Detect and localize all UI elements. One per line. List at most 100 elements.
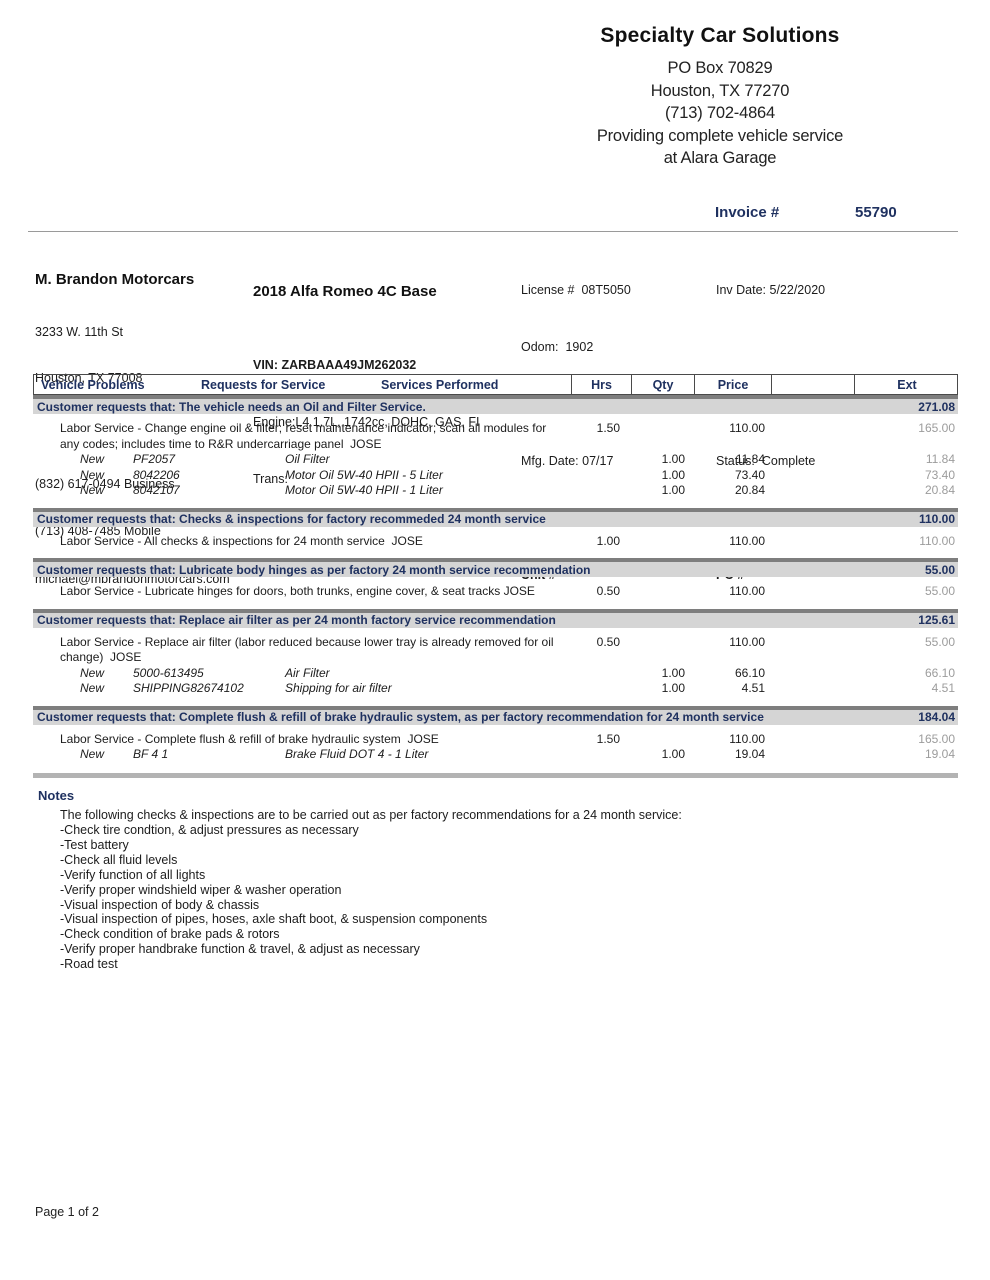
note-item: -Check condition of brake pads & rotors <box>60 927 280 942</box>
part-condition: New <box>80 467 105 482</box>
mfg-date: Mfg. Date: 07/17 <box>521 454 614 468</box>
note-item: -Test battery <box>60 837 129 852</box>
part-name: Air Filter <box>285 665 330 680</box>
part-description: New SHIPPING82674102 Shipping for air filt… <box>33 681 570 697</box>
section-header-row: Customer requests that: Lubricate body h… <box>33 558 958 577</box>
services-table: Vehicle Problems Requests for Service Se… <box>33 374 958 778</box>
inv-date: Inv Date: 5/22/2020 <box>716 283 826 297</box>
section-total: 55.00 <box>924 562 955 577</box>
license-number: License # 08T5050 <box>521 283 631 297</box>
price-value: 20.84 <box>734 483 765 497</box>
part-number: 5000-613495 <box>133 665 204 680</box>
table-header-row: Vehicle Problems Requests for Service Se… <box>33 374 958 395</box>
company-tagline: Providing complete vehicle service <box>596 126 844 145</box>
labor-row: Labor Service - Change engine oil & filt… <box>33 421 958 452</box>
vehicle-engine: Engine:L4 1.7L, 1742cc, DOHC, GAS, FI <box>253 415 480 429</box>
part-condition: New <box>80 665 105 680</box>
price-value: 19.04 <box>734 747 765 761</box>
vehicle-trans: Trans: <box>253 472 288 486</box>
part-number: BF 4 1 <box>133 747 169 761</box>
qty-value: 1.00 <box>661 665 685 680</box>
header-divider <box>28 231 958 232</box>
part-row: New 8042206 Motor Oil 5W-40 HPII - 5 Liter… <box>33 468 958 484</box>
price-value: 110.00 <box>729 421 765 435</box>
customer-name: M. Brandon Motorcars <box>35 271 195 288</box>
qty-value: 1.00 <box>661 467 685 482</box>
part-condition: New <box>80 483 105 497</box>
part-condition: New <box>80 681 105 695</box>
part-description: New 8042107 Motor Oil 5W-40 HPII - 1 Liter <box>33 483 570 499</box>
table-header-vehicle-problems: Vehicle Problems <box>41 377 145 392</box>
part-name: Brake Fluid DOT 4 - 1 Liter <box>285 747 429 761</box>
ext-value: 55.00 <box>924 634 955 649</box>
price-value: 66.10 <box>734 665 765 680</box>
price-value: 110.00 <box>729 634 765 649</box>
company-name: Specialty Car Solutions <box>600 24 840 47</box>
table-header-price: Price <box>694 375 771 394</box>
ext-value: 19.04 <box>924 747 955 761</box>
service-section: Customer requests that: Lubricate body h… <box>33 558 958 603</box>
section-total: 271.08 <box>918 399 955 414</box>
labor-description: Labor Service - Lubricate hinges for doo… <box>60 584 535 598</box>
hours-value: 1.50 <box>596 731 620 746</box>
vehicle-info: 2018 Alfa Romeo 4C Base VIN: ZARBAAA49JM… <box>253 244 518 527</box>
section-rows: Labor Service - Change engine oil & filt… <box>33 414 958 502</box>
service-sections: Customer requests that: The vehicle need… <box>33 395 958 766</box>
ext-value: 165.00 <box>918 421 955 435</box>
invoice-label: Invoice # <box>715 204 780 221</box>
notes-list: -Check tire condtion, & adjust pressures… <box>60 823 938 972</box>
part-name: Shipping for air filter <box>285 681 392 695</box>
hours-value: 1.50 <box>596 421 620 435</box>
table-header-requests-for-service: Requests for Service <box>201 377 326 392</box>
qty-value: 1.00 <box>661 681 685 695</box>
part-number: PF2057 <box>133 452 176 466</box>
table-header-blank <box>771 375 854 394</box>
note-item: -Road test <box>60 957 118 972</box>
qty-value: 1.00 <box>661 483 685 497</box>
part-row: New SHIPPING82674102 Shipping for air filt… <box>33 681 958 697</box>
table-header-ext: Ext <box>854 375 959 394</box>
note-item: -Check all fluid levels <box>60 852 178 867</box>
section-request: Customer requests that: Replace air filt… <box>37 613 556 627</box>
notes-title: Notes <box>38 788 75 803</box>
company-address: PO Box 70829 Houston, TX 77270 (713) 702… <box>450 57 990 170</box>
part-condition: New <box>80 452 105 466</box>
spacer <box>716 338 961 357</box>
part-number: 8042206 <box>133 467 180 482</box>
part-description: New PF2057 Oil Filter <box>33 452 570 468</box>
price-value: 11.84 <box>735 452 765 466</box>
ext-value: 11.84 <box>925 452 955 466</box>
section-header-row: Customer requests that: The vehicle need… <box>33 395 958 414</box>
section-rows: Labor Service - All checks & inspections… <box>33 527 958 553</box>
company-address-line: PO Box 70829 <box>667 59 773 77</box>
customer-address-line1: 3233 W. 11th St <box>35 324 124 339</box>
ext-value: 66.10 <box>924 665 955 680</box>
company-phone: (713) 702-4864 <box>664 104 776 122</box>
table-header-main: Vehicle Problems Requests for Service Se… <box>34 375 571 394</box>
customer-phone-business: (832) 617-0494 Business <box>35 476 175 491</box>
qty-value: 1.00 <box>661 452 685 466</box>
part-number: 8042107 <box>133 483 180 497</box>
section-request: Customer requests that: Complete flush &… <box>37 710 764 724</box>
service-section: Customer requests that: The vehicle need… <box>33 395 958 502</box>
customer-phone-mobile: (713) 408-7485 Mobile <box>35 524 161 538</box>
hours-value: 0.50 <box>596 634 620 649</box>
ext-value: 110.00 <box>919 533 955 548</box>
note-item: -Verify proper windshield wiper & washer… <box>60 882 342 897</box>
company-tagline-2: at Alara Garage <box>663 149 777 167</box>
section-total: 125.61 <box>918 613 955 627</box>
service-section: Customer requests that: Checks & inspect… <box>33 507 958 553</box>
ext-value: 73.40 <box>924 467 955 482</box>
table-end-band <box>33 772 958 778</box>
ext-value: 4.51 <box>931 681 955 695</box>
qty-value: 1.00 <box>661 747 685 761</box>
price-value: 110.00 <box>729 584 765 598</box>
part-description: New 8042206 Motor Oil 5W-40 HPII - 5 Liter <box>33 468 570 484</box>
part-row: New PF2057 Oil Filter 1.00 11.84 11.84 <box>33 452 958 468</box>
page-footer: Page 1 of 2 <box>35 1205 99 1219</box>
table-header-qty: Qty <box>631 375 694 394</box>
labor-row: Labor Service - Lubricate hinges for doo… <box>33 584 958 600</box>
price-value: 4.51 <box>741 681 765 695</box>
section-total: 110.00 <box>918 512 955 526</box>
